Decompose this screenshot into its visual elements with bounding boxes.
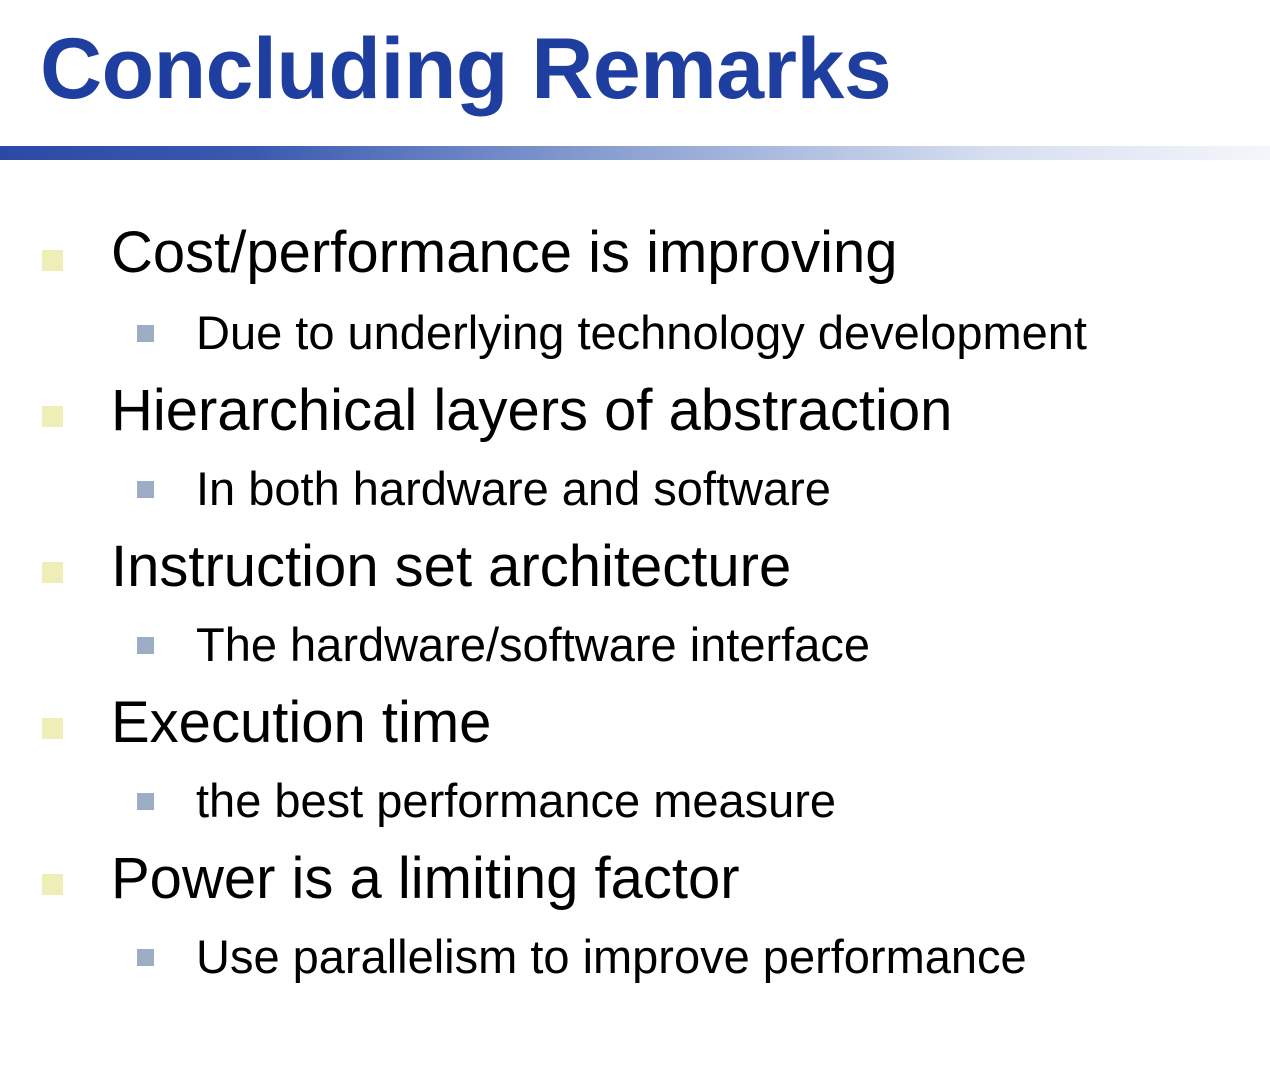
square-sub-bullet-icon — [137, 793, 154, 810]
sub-bullet-item-2: In both hardware and software — [0, 450, 1270, 528]
sub-bullet-text: the best performance measure — [196, 774, 837, 827]
bullet-text: Power is a limiting factor — [111, 846, 740, 911]
square-sub-bullet-icon — [137, 637, 154, 654]
square-bullet-icon — [42, 250, 63, 271]
bullet-text: Cost/performance is improving — [111, 220, 898, 285]
bullet-text: Hierarchical layers of abstraction — [111, 378, 953, 443]
square-bullet-icon — [42, 562, 63, 583]
bullet-item-1: Cost/performance is improving — [0, 214, 1270, 294]
bullet-item-2: Hierarchical layers of abstraction — [0, 372, 1270, 450]
sub-bullet-item-3: The hardware/software interface — [0, 606, 1270, 684]
square-bullet-icon — [42, 874, 63, 895]
bullet-text: Instruction set architecture — [111, 534, 792, 599]
square-bullet-icon — [42, 406, 63, 427]
title-divider — [0, 146, 1270, 160]
sub-bullet-text: Due to underlying technology development — [196, 306, 1087, 359]
sub-bullet-text: In both hardware and software — [196, 462, 831, 515]
square-sub-bullet-icon — [137, 949, 154, 966]
square-bullet-icon — [42, 718, 63, 739]
slide-title: Concluding Remarks — [40, 21, 892, 117]
sub-bullet-item-5: Use parallelism to improve performance — [0, 918, 1270, 996]
bullet-item-5: Power is a limiting factor — [0, 840, 1270, 918]
sub-bullet-text: The hardware/software interface — [196, 618, 870, 671]
bullet-text: Execution time — [111, 690, 492, 755]
square-sub-bullet-icon — [137, 325, 154, 342]
square-sub-bullet-icon — [137, 481, 154, 498]
sub-bullet-text: Use parallelism to improve performance — [196, 930, 1027, 983]
sub-bullet-item-4: the best performance measure — [0, 762, 1270, 840]
bullet-list: Cost/performance is improving Due to und… — [0, 214, 1270, 996]
bullet-item-3: Instruction set architecture — [0, 528, 1270, 606]
bullet-item-4: Execution time — [0, 684, 1270, 762]
sub-bullet-item-1: Due to underlying technology development — [0, 294, 1270, 372]
